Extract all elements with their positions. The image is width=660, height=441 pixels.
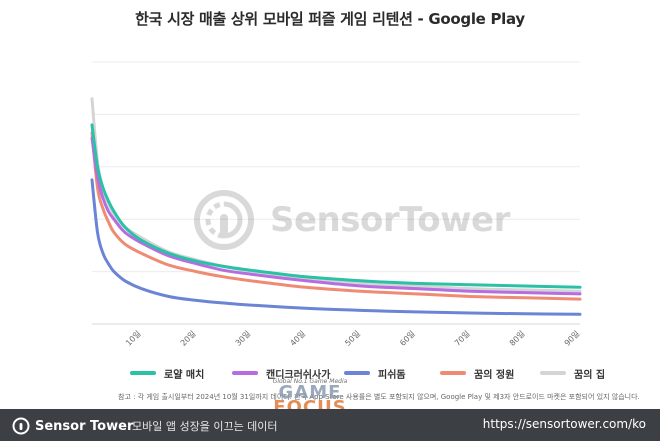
x-tick-label: 50일 xyxy=(343,329,362,348)
sensortower-watermark: SensorTower xyxy=(192,188,510,252)
x-tick-label: 60일 xyxy=(398,329,417,348)
series-line xyxy=(90,136,582,296)
footnote: 참고 : 각 게임 출시일부터 2024년 10월 31일까지 데이터. 한국 … xyxy=(118,393,640,401)
legend-swatch xyxy=(540,371,566,375)
series-line xyxy=(90,178,582,316)
footer-url[interactable]: https://sensortower.com/ko xyxy=(482,417,646,431)
legend-label: 꿈의 정원 xyxy=(474,369,515,381)
series-line xyxy=(90,131,582,301)
legend-item: 꿈의 정원 xyxy=(440,364,514,382)
legend-item: 꿈의 집 xyxy=(540,364,605,382)
watermark-text: SensorTower xyxy=(270,200,510,240)
x-tick-label: 90일 xyxy=(563,329,582,348)
gamefocus-logo: Global No.1 Game Media GAME FOCUS xyxy=(250,378,370,417)
legend-swatch xyxy=(344,371,370,375)
series-lines xyxy=(90,97,582,316)
sensortower-icon xyxy=(12,417,30,435)
gamefocus-game: GAME xyxy=(278,382,342,403)
footer-tagline: 모바일 앱 성장을 이끄는 데이터 xyxy=(132,420,278,433)
legend-label: 꿈의 집 xyxy=(574,369,606,381)
legend-label: 캔디크러쉬사가 xyxy=(266,369,331,381)
legend-item: 피쉬돔 xyxy=(344,364,406,382)
legend-item: 로얄 매치 xyxy=(130,364,204,382)
x-tick-label: 40일 xyxy=(288,329,307,348)
footer-logo[interactable]: Sensor Tower xyxy=(12,417,133,435)
x-axis-ticks: 10일 20일 30일 40일 50일 60일 70일 80일 90일 xyxy=(124,329,581,348)
legend-label: 피쉬돔 xyxy=(378,369,406,381)
footer-brand: Sensor Tower xyxy=(35,418,134,434)
gamefocus-subtitle: Global No.1 Game Media xyxy=(272,378,348,385)
x-tick-label: 70일 xyxy=(453,329,472,348)
x-tick-label: 80일 xyxy=(508,329,527,348)
x-tick-label: 10일 xyxy=(124,329,143,348)
legend-swatch xyxy=(440,371,466,375)
x-tick-label: 20일 xyxy=(179,329,198,348)
legend-swatch xyxy=(130,371,156,375)
gridlines xyxy=(92,61,580,325)
footer-bar: Sensor Tower 모바일 앱 성장을 이끄는 데이터 https://s… xyxy=(0,409,660,441)
line-chart: 10일 20일 30일 40일 50일 60일 70일 80일 90일 xyxy=(90,61,582,348)
legend-swatch xyxy=(232,371,258,375)
x-tick-label: 30일 xyxy=(234,329,253,348)
series-line xyxy=(90,123,582,289)
legend: 로얄 매치 캔디크러쉬사가 피쉬돔 꿈의 정원 꿈의 집 xyxy=(110,364,605,382)
legend-label: 로얄 매치 xyxy=(164,369,205,381)
legend-item: 캔디크러쉬사가 xyxy=(232,364,330,382)
chart-title: 한국 시장 매출 상위 모바일 퍼즐 게임 리텐션 - Google Play xyxy=(135,10,525,28)
sensortower-logo-icon xyxy=(194,190,254,250)
